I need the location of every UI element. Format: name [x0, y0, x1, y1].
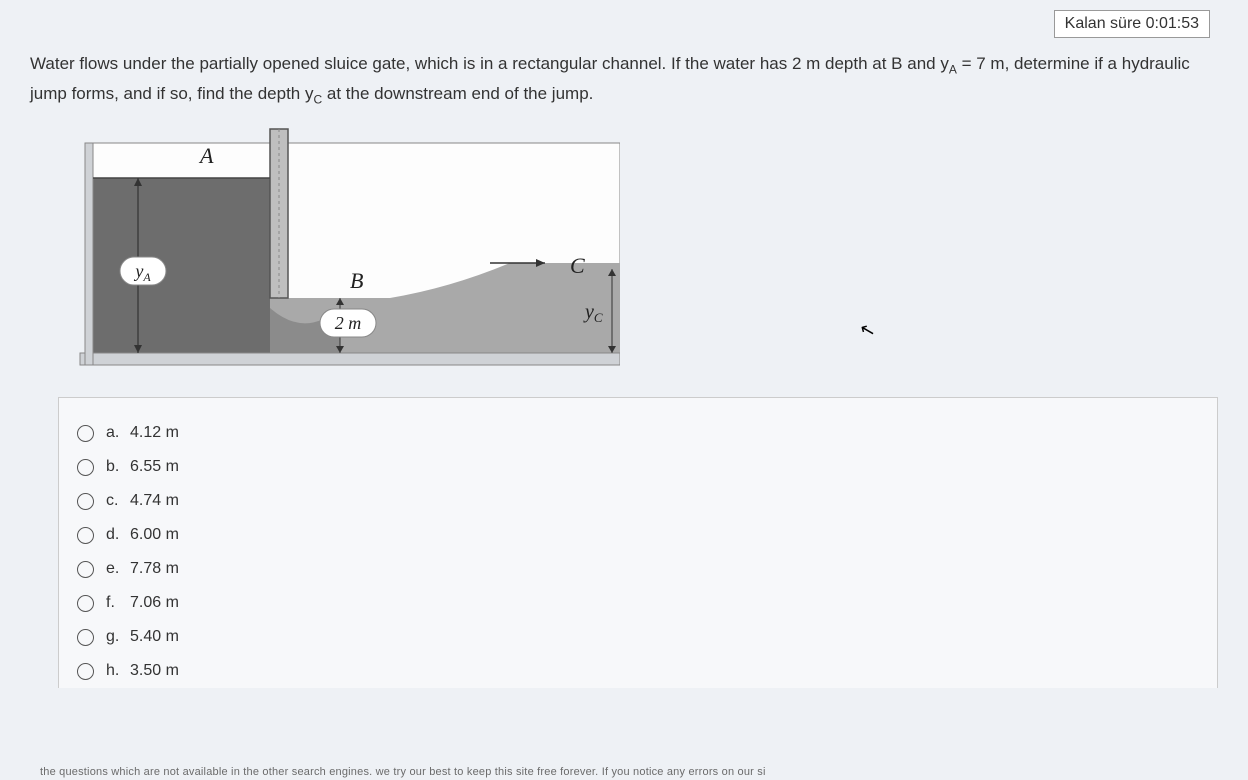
svg-text:C: C — [570, 253, 585, 278]
radio-icon[interactable] — [77, 459, 94, 476]
radio-icon[interactable] — [77, 663, 94, 680]
option-f[interactable]: f.7.06 m — [77, 586, 1199, 620]
option-e[interactable]: e.7.78 m — [77, 552, 1199, 586]
option-key: e. — [106, 560, 130, 578]
option-key: b. — [106, 458, 130, 476]
option-a[interactable]: a.4.12 m — [77, 416, 1199, 450]
option-key: c. — [106, 492, 130, 510]
question-part-3: at the downstream end of the jump. — [322, 84, 593, 103]
time-remaining: Kalan süre 0:01:53 — [1054, 10, 1210, 38]
svg-text:B: B — [350, 268, 363, 293]
radio-icon[interactable] — [77, 425, 94, 442]
svg-text:2 m: 2 m — [335, 313, 362, 333]
option-key: d. — [106, 526, 130, 544]
option-value: 6.55 m — [130, 458, 179, 476]
option-b[interactable]: b.6.55 m — [77, 450, 1199, 484]
question-part-1: Water flows under the partially opened s… — [30, 54, 940, 73]
option-value: 3.50 m — [130, 662, 179, 680]
radio-icon[interactable] — [77, 493, 94, 510]
option-c[interactable]: c.4.74 m — [77, 484, 1199, 518]
option-value: 4.74 m — [130, 492, 179, 510]
question-text: Water flows under the partially opened s… — [30, 50, 1218, 109]
option-value: 6.00 m — [130, 526, 179, 544]
radio-icon[interactable] — [77, 527, 94, 544]
figure-svg: ABCyA2 myC — [60, 123, 620, 373]
option-h[interactable]: h.3.50 m — [77, 654, 1199, 688]
footer-text: the questions which are not available in… — [40, 766, 1248, 778]
sluice-gate-figure: ABCyA2 myC — [60, 123, 1218, 377]
option-key: f. — [106, 594, 130, 612]
svg-text:A: A — [198, 143, 214, 168]
option-key: g. — [106, 628, 130, 646]
option-value: 4.12 m — [130, 424, 179, 442]
option-key: h. — [106, 662, 130, 680]
radio-icon[interactable] — [77, 629, 94, 646]
symbol-ya: yA — [940, 54, 957, 73]
option-key: a. — [106, 424, 130, 442]
option-g[interactable]: g.5.40 m — [77, 620, 1199, 654]
radio-icon[interactable] — [77, 561, 94, 578]
quiz-screen: Kalan süre 0:01:53 Water flows under the… — [0, 0, 1248, 780]
radio-icon[interactable] — [77, 595, 94, 612]
option-d[interactable]: d.6.00 m — [77, 518, 1199, 552]
option-value: 7.78 m — [130, 560, 179, 578]
option-value: 7.06 m — [130, 594, 179, 612]
answer-options: a.4.12 mb.6.55 mc.4.74 md.6.00 me.7.78 m… — [58, 397, 1218, 688]
option-value: 5.40 m — [130, 628, 179, 646]
symbol-yc: yC — [305, 84, 322, 103]
